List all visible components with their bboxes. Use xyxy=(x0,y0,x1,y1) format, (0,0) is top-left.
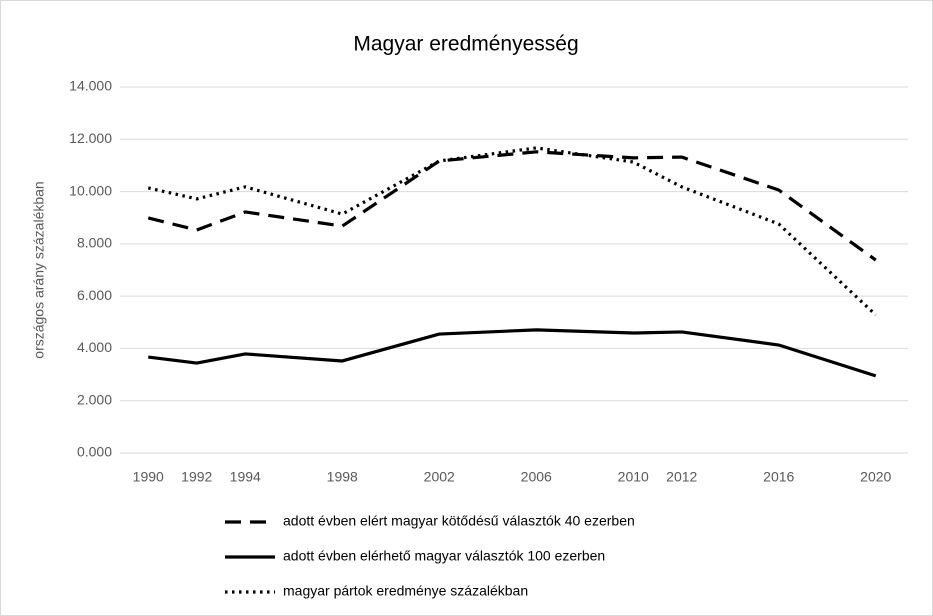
series-line xyxy=(147,150,877,262)
x-tick-label: 2006 xyxy=(521,469,552,485)
x-tick-label: 1994 xyxy=(230,469,261,485)
series-line xyxy=(148,328,877,378)
x-tick-label: 1990 xyxy=(133,469,164,485)
y-tick-label: 10.000 xyxy=(69,182,112,198)
y-axis-label: országos arány százalékban xyxy=(31,181,47,358)
legend-label: adott évben elért magyar kötődésű válasz… xyxy=(283,513,635,529)
x-tick-label: 2020 xyxy=(860,469,891,485)
y-tick-label: 2.000 xyxy=(77,391,112,407)
x-tick-label: 2012 xyxy=(666,469,697,485)
y-tick-label: 12.000 xyxy=(69,130,112,146)
y-tick-label: 14.000 xyxy=(69,78,112,94)
y-tick-label: 4.000 xyxy=(77,339,112,355)
x-tick-label: 2002 xyxy=(424,469,455,485)
legend-label: adott évben elérhető magyar választók 10… xyxy=(283,548,605,564)
y-tick-label: 8.000 xyxy=(77,235,112,251)
y-tick-label: 6.000 xyxy=(77,287,112,303)
x-tick-label: 2010 xyxy=(618,469,649,485)
x-tick-label: 2016 xyxy=(763,469,794,485)
x-tick-label: 1998 xyxy=(327,469,358,485)
y-tick-label: 0.000 xyxy=(77,444,112,460)
legend-label: magyar pártok eredménye százalékban xyxy=(283,583,528,599)
chart-title: Magyar eredményesség xyxy=(353,33,578,56)
x-tick-label: 1992 xyxy=(181,469,212,485)
